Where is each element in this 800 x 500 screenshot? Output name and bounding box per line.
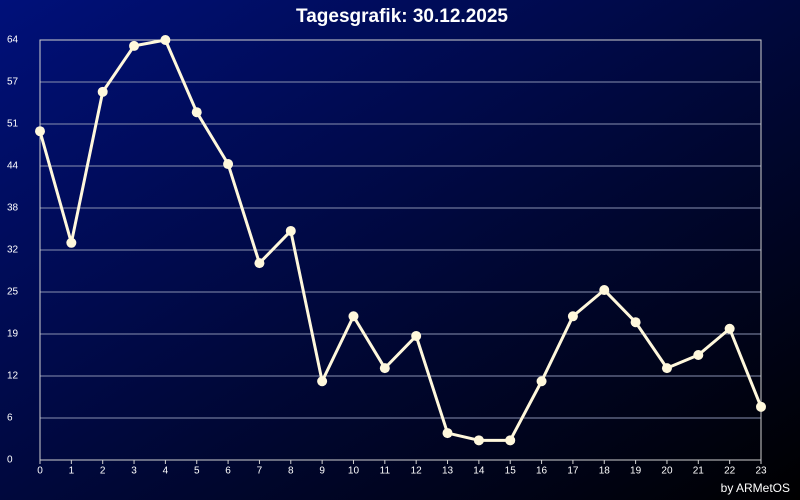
- x-tick-label: 6: [225, 466, 231, 477]
- x-tick-label: 10: [348, 466, 360, 477]
- y-tick-label: 25: [7, 287, 19, 298]
- data-point: [97, 86, 108, 97]
- y-tick-label: 0: [7, 455, 13, 466]
- y-tick-label: 19: [7, 329, 19, 340]
- data-point: [599, 285, 610, 296]
- chart-title: Tagesgrafik: 30.12.2025: [296, 6, 508, 27]
- data-point: [160, 35, 171, 45]
- data-point: [348, 311, 359, 322]
- y-tick-label: 6: [7, 413, 13, 424]
- y-tick-label: 64: [7, 35, 19, 46]
- credit: by ARMetOS: [721, 481, 790, 495]
- x-tick-label: 21: [693, 466, 705, 477]
- data-point: [191, 107, 202, 118]
- data-point: [285, 225, 296, 236]
- y-tick-label: 12: [7, 371, 19, 382]
- data-point: [317, 376, 328, 387]
- x-tick-label: 8: [288, 466, 294, 477]
- data-point: [254, 258, 265, 269]
- data-point: [661, 363, 672, 374]
- data-point: [442, 428, 453, 439]
- data-point: [223, 159, 234, 170]
- x-tick-label: 2: [100, 466, 106, 477]
- x-tick-label: 9: [319, 466, 325, 477]
- data-point: [35, 126, 45, 137]
- data-point: [630, 317, 641, 328]
- data-line: [38, 38, 763, 442]
- x-tick-label: 17: [567, 466, 579, 477]
- data-point: [411, 330, 422, 341]
- data-point: [693, 350, 704, 360]
- data-point: [473, 435, 484, 446]
- data-point: [567, 311, 578, 322]
- x-tick-label: 14: [473, 466, 485, 477]
- y-tick-label: 32: [7, 245, 19, 256]
- data-point: [724, 323, 735, 334]
- x-tick-label: 3: [131, 466, 137, 477]
- plot-frame: [39, 39, 762, 461]
- y-tick-label: 57: [7, 77, 19, 88]
- y-tick-label: 51: [7, 119, 19, 130]
- data-point: [505, 435, 516, 446]
- x-tick-label: 19: [630, 466, 642, 477]
- x-tick-label: 15: [505, 466, 517, 477]
- x-tick-label: 18: [599, 466, 611, 477]
- data-point: [756, 401, 766, 412]
- data-point: [536, 376, 547, 387]
- y-tick-label: 44: [7, 161, 19, 172]
- data-point: [66, 237, 77, 248]
- x-tick-label: 12: [411, 466, 423, 477]
- x-tick-label: 23: [755, 466, 767, 477]
- x-tick-label: 11: [380, 466, 391, 477]
- data-point: [129, 40, 140, 51]
- x-tick-label: 20: [661, 466, 673, 477]
- x-tick-label: 16: [536, 466, 548, 477]
- x-tick-label: 22: [724, 466, 736, 477]
- x-tick-label: 1: [69, 466, 75, 477]
- x-tick-label: 7: [257, 466, 263, 477]
- x-tick-label: 4: [163, 466, 169, 477]
- x-tick-label: 13: [442, 466, 454, 477]
- x-tick-label: 0: [37, 466, 43, 477]
- data-point: [379, 363, 390, 374]
- y-tick-label: 38: [7, 203, 19, 214]
- x-tick-label: 5: [194, 466, 200, 477]
